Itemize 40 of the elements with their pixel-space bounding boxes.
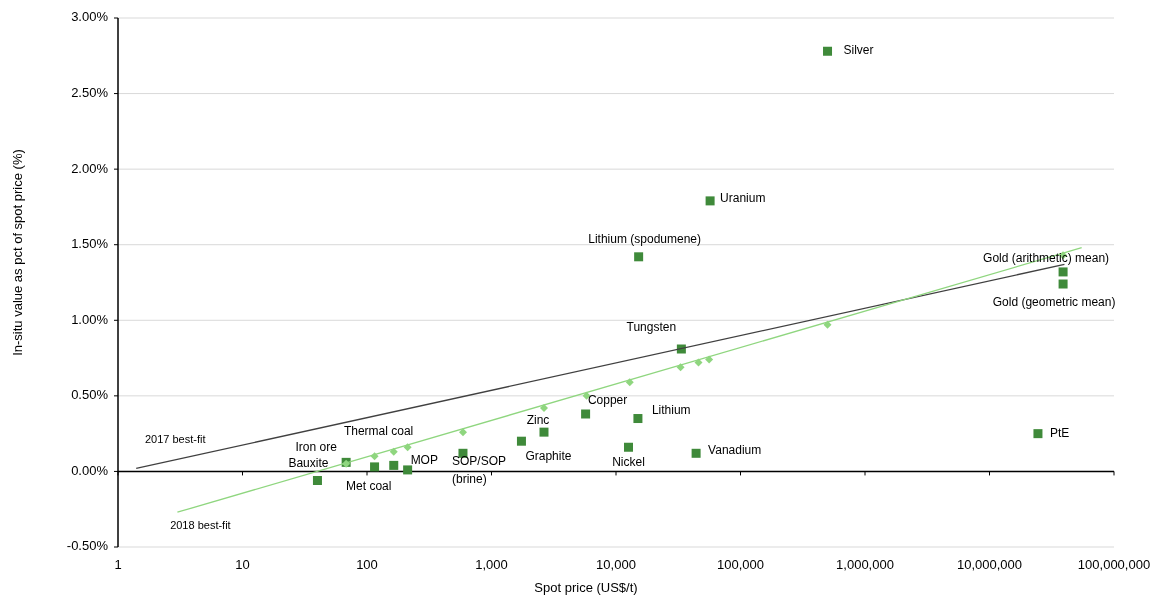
y-tick-label: 1.00% [71, 311, 109, 327]
annotation: MOP [410, 453, 438, 468]
annotation: Iron ore [295, 440, 338, 455]
y-tick-label: 3.00% [71, 9, 109, 25]
x-tick-label: 1 [114, 557, 122, 572]
y-tick-label: 0.00% [71, 462, 109, 478]
annotation: Lithium (spodumene) [588, 231, 702, 246]
x-tick-label: 1,000 [475, 557, 508, 572]
annotation: Met coal [346, 479, 392, 494]
x-tick-label: 10,000 [596, 557, 636, 572]
annotation: Thermal coal [343, 424, 414, 439]
annotation: Uranium [720, 191, 766, 206]
annotation: Bauxite [288, 456, 329, 471]
x-tick-label: 10,000,000 [956, 557, 1023, 572]
annotation: SOP/SOP (brine) [451, 454, 506, 487]
annotation: PtE [1049, 425, 1070, 440]
annotation: Silver [843, 43, 874, 58]
annotation: Vanadium [708, 443, 762, 458]
x-axis-title: Spot price (US$/t) [534, 580, 638, 595]
series-label: 2017 best-fit [144, 433, 206, 446]
annotation: Zinc [526, 413, 550, 428]
series-label: 2018 best-fit [170, 519, 231, 532]
y-tick-label: 2.00% [71, 160, 109, 176]
x-tick-label: 100,000,000 [1077, 557, 1151, 572]
x-tick-label: 1,000,000 [836, 557, 894, 572]
annotation: Nickel [612, 455, 645, 470]
y-tick-label: 2.50% [71, 85, 109, 101]
y-tick-label: -0.50% [66, 538, 109, 554]
annotation: Tungsten [626, 320, 677, 335]
y-tick-label: 1.50% [71, 236, 109, 252]
annotation: Copper [587, 393, 628, 408]
y-axis-title: In-situ value as pct of spot price (%) [10, 149, 25, 356]
annotation: Graphite [525, 449, 572, 464]
y-tick-label: 0.50% [71, 387, 109, 403]
annotation: Gold (geometric mean) [992, 295, 1116, 310]
annotation: Lithium [651, 402, 691, 417]
x-tick-label: 100,000 [717, 557, 764, 572]
x-tick-label: 100 [356, 557, 378, 572]
annotation: Gold (arithmetic) mean) [983, 251, 1110, 266]
x-tick-label: 10 [235, 557, 250, 572]
